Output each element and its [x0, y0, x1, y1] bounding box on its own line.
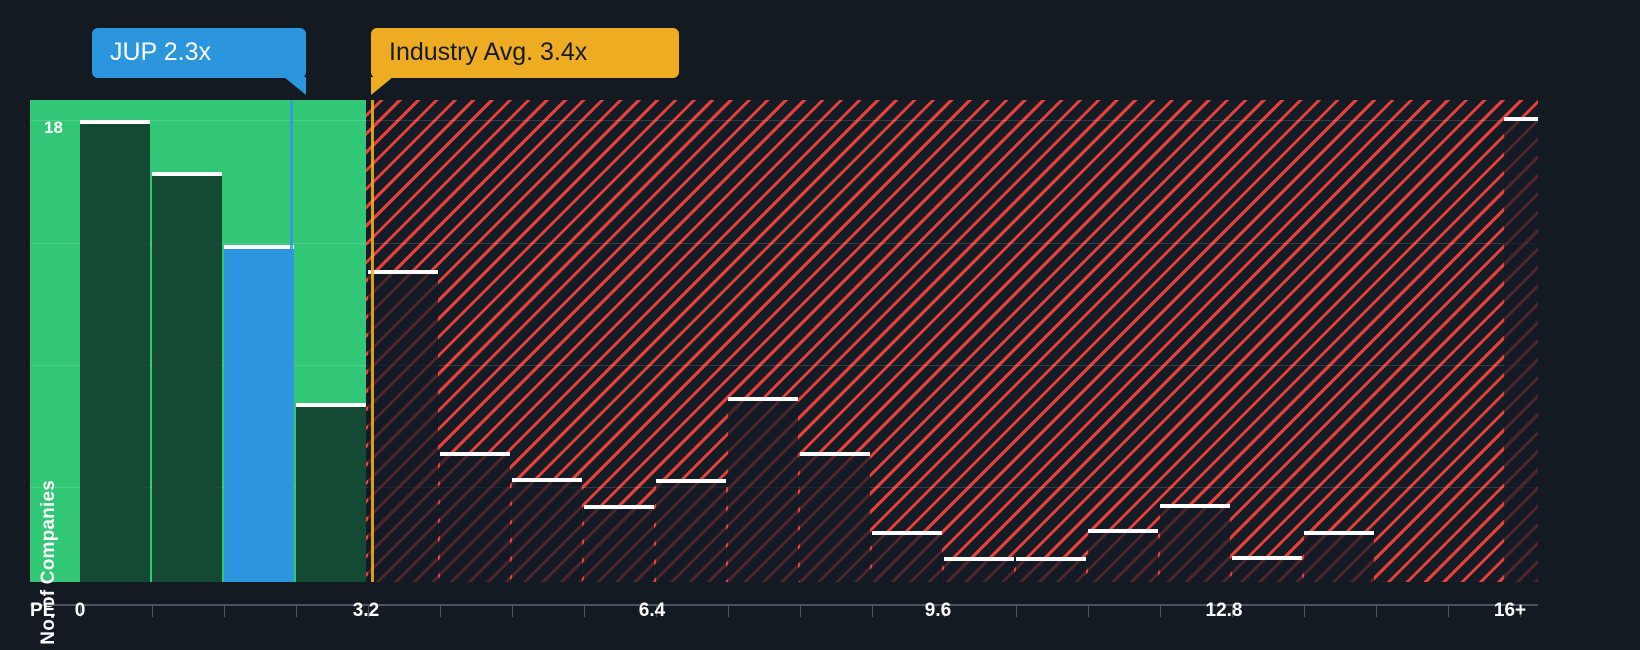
bar-cap [296, 403, 366, 407]
bar-cap [1504, 117, 1538, 121]
x-axis-label-1: 3.2 [352, 600, 380, 621]
bar-cap [368, 270, 438, 274]
bar[interactable] [800, 452, 870, 582]
bar[interactable] [1504, 117, 1538, 582]
bar-cap [944, 557, 1014, 561]
x-tick-0 [80, 606, 81, 617]
x-tick-14 [1088, 606, 1089, 617]
bar-body [800, 456, 870, 582]
x-tick-13 [1016, 606, 1017, 617]
x-axis-label-4: 12.8 [1205, 600, 1243, 621]
x-tick-10 [800, 606, 801, 617]
bar-cap [1232, 556, 1302, 560]
expensive-pe-zone [366, 100, 1538, 582]
x-tick-8 [656, 606, 657, 617]
x-tick-1 [152, 606, 153, 617]
bar[interactable] [512, 478, 582, 582]
bar[interactable] [728, 397, 798, 582]
industry-marker-line [371, 100, 374, 582]
bar[interactable] [224, 245, 294, 582]
bar-cap [1160, 504, 1230, 508]
bar[interactable] [440, 452, 510, 582]
bar-body [872, 535, 942, 582]
bar-cap [440, 452, 510, 456]
bar-body [1160, 508, 1230, 582]
jup-marker-line [290, 100, 293, 582]
x-axis-label-3: 9.6 [924, 600, 952, 621]
bar[interactable] [584, 505, 654, 582]
bar-body [440, 456, 510, 582]
bar-cap [512, 478, 582, 482]
bar-body [1304, 535, 1374, 582]
bar[interactable] [872, 531, 942, 582]
bar-cap [1088, 529, 1158, 533]
x-tick-20 [1520, 606, 1521, 617]
x-tick-3 [296, 606, 297, 617]
x-tick-11 [872, 606, 873, 617]
bar-body [1504, 121, 1538, 582]
x-tick-18 [1376, 606, 1377, 617]
bar-cap [800, 452, 870, 456]
x-tick-7 [584, 606, 585, 617]
bar-body [80, 124, 150, 582]
x-tick-15 [1160, 606, 1161, 617]
bar-body [152, 176, 222, 582]
bar-body [368, 274, 438, 582]
jup-callout-tail [284, 76, 306, 95]
bar[interactable] [1232, 556, 1302, 582]
bar-body [224, 249, 294, 582]
bar-body [296, 407, 366, 582]
bar[interactable] [656, 479, 726, 582]
industry-callout-tail [371, 76, 393, 95]
x-tick-5 [440, 606, 441, 617]
x-tick-9 [728, 606, 729, 617]
bar-cap [584, 505, 654, 509]
x-tick-17 [1304, 606, 1305, 617]
plot-area [30, 100, 1538, 582]
bar[interactable] [152, 172, 222, 582]
bar[interactable] [368, 270, 438, 582]
industry-callout[interactable]: Industry Avg. 3.4x [371, 28, 679, 95]
bar-body [584, 509, 654, 582]
bar-cap [152, 172, 222, 176]
x-tick-2 [224, 606, 225, 617]
y-axis-max-label: 18 [44, 118, 63, 137]
x-tick-12 [944, 606, 945, 617]
bar-cap [1016, 557, 1086, 561]
bar[interactable] [1088, 529, 1158, 582]
bar[interactable] [1304, 531, 1374, 582]
bar-body [656, 483, 726, 582]
bar[interactable] [80, 120, 150, 582]
bar-cap [872, 531, 942, 535]
x-tick-19 [1448, 606, 1449, 617]
bar-body [1088, 533, 1158, 582]
x-tick-4 [368, 606, 369, 617]
bar-cap [1304, 531, 1374, 535]
bar-body [512, 482, 582, 582]
bar[interactable] [296, 403, 366, 582]
jup-callout-label: JUP 2.3x [110, 38, 211, 66]
x-axis-prefix-label: PE [30, 600, 56, 621]
bar-cap [224, 245, 294, 249]
bar[interactable] [1160, 504, 1230, 582]
bar-body [1016, 561, 1086, 582]
x-tick-6 [512, 606, 513, 617]
x-axis-label-5: 16+ [1493, 600, 1527, 621]
x-axis-label-2: 6.4 [638, 600, 666, 621]
bar-cap [728, 397, 798, 401]
bar-body [728, 401, 798, 582]
x-axis-line [30, 604, 1538, 606]
bar-body [944, 561, 1014, 582]
bar[interactable] [944, 557, 1014, 582]
bar-cap [656, 479, 726, 483]
industry-callout-label: Industry Avg. 3.4x [389, 38, 588, 66]
bar-body [1232, 560, 1302, 582]
bar-cap [80, 120, 150, 124]
x-axis-label-0: 0 [74, 600, 86, 621]
x-tick-16 [1232, 606, 1233, 617]
bar[interactable] [1016, 557, 1086, 582]
jup-callout[interactable]: JUP 2.3x [92, 28, 306, 95]
